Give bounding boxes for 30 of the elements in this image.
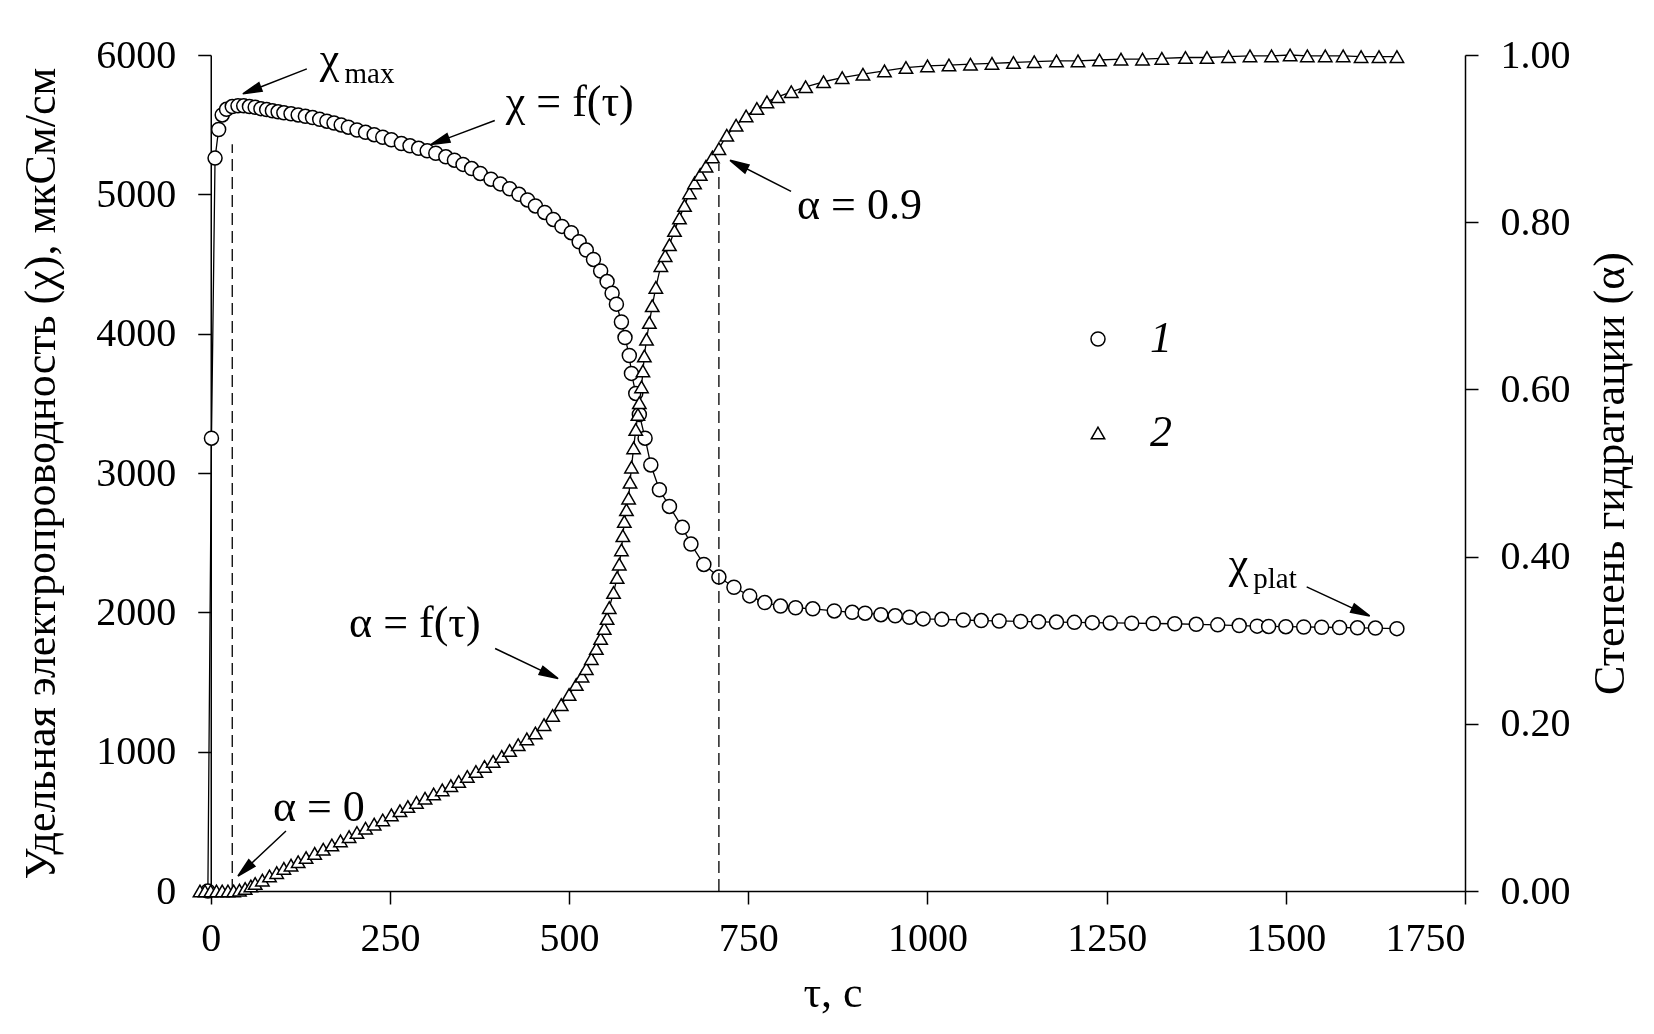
y-tick-label: 4000 xyxy=(96,310,177,356)
y2-tick-label: 0.40 xyxy=(1500,533,1571,579)
x-tick-label: 1750 xyxy=(1385,914,1466,960)
y2-tick-label: 0.60 xyxy=(1500,365,1571,411)
y2-tick-label: 0.20 xyxy=(1500,700,1571,746)
y-tick-label: 0 xyxy=(156,867,177,913)
x-tick-label: 250 xyxy=(360,914,421,960)
annotation: α = f(τ) xyxy=(349,597,481,647)
x-tick-label: 1000 xyxy=(887,914,968,960)
x-tick-label: 1250 xyxy=(1067,914,1148,960)
legend-label: 2 xyxy=(1150,407,1172,456)
y2-tick-label: 0.00 xyxy=(1500,867,1571,913)
x-axis-title: τ, с xyxy=(803,967,863,1017)
x-tick-label: 0 xyxy=(201,914,222,960)
y-tick-label: 5000 xyxy=(96,170,177,216)
y-axis-title: Удельная электропроводность (χ), мкСм/см xyxy=(16,67,66,880)
y-tick-label: 6000 xyxy=(96,31,177,77)
annotation: α = 0 xyxy=(272,782,365,831)
x-tick-label: 500 xyxy=(539,914,600,960)
x-tick-label: 1500 xyxy=(1246,914,1327,960)
y-tick-label: 2000 xyxy=(96,588,177,634)
y2-tick-label: 0.80 xyxy=(1500,198,1571,244)
y2-tick-label: 1.00 xyxy=(1500,31,1571,77)
annotation: α = 0.9 xyxy=(797,180,922,230)
y-tick-label: 1000 xyxy=(96,728,177,774)
annotation: χ = f(τ) xyxy=(504,76,634,126)
legend-label: 1 xyxy=(1150,313,1172,362)
x-tick-label: 750 xyxy=(718,914,779,960)
y2-axis-title: Степень гидратации (α) xyxy=(1584,252,1634,695)
y-tick-label: 3000 xyxy=(96,449,177,495)
